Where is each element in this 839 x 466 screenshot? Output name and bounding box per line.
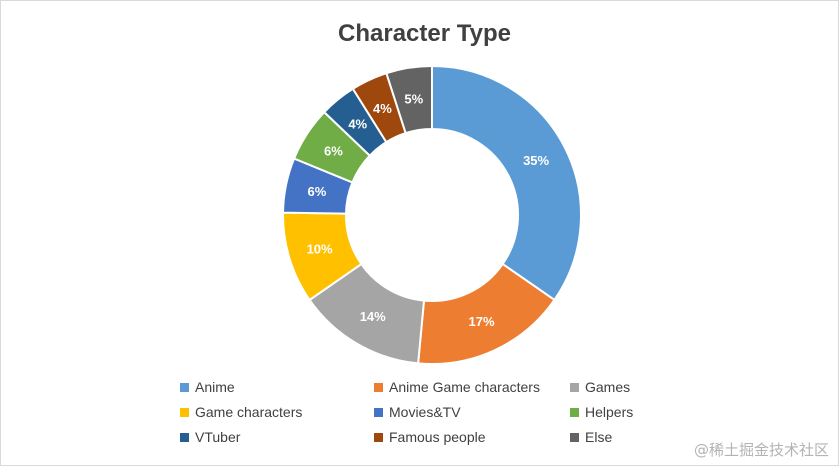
legend-item: VTuber <box>180 428 240 446</box>
legend-item: Movies&TV <box>374 403 461 421</box>
watermark: @稀土掘金技术社区 <box>693 441 829 459</box>
legend-swatch <box>374 432 383 442</box>
legend-item: Anime <box>180 378 235 396</box>
legend-swatch <box>374 407 383 417</box>
data-label: 6% <box>324 144 343 159</box>
slice-else <box>385 64 433 135</box>
data-label: 10% <box>307 242 333 257</box>
data-label: 14% <box>360 309 386 324</box>
legend-item: Famous people <box>374 428 486 446</box>
data-label: 5% <box>404 91 423 106</box>
legend-item: Else <box>570 428 612 446</box>
legend-label: Famous people <box>389 429 486 445</box>
data-label: 6% <box>307 184 326 199</box>
legend-label: Anime Game characters <box>389 379 540 395</box>
legend-item: Game characters <box>180 403 302 421</box>
legend-label: Movies&TV <box>389 404 461 420</box>
chart-title: Character Type <box>338 20 511 47</box>
data-label: 35% <box>523 153 549 168</box>
data-label: 17% <box>469 314 495 329</box>
legend-item: Helpers <box>570 403 633 421</box>
legend-label: Game characters <box>195 404 303 420</box>
slice-anime <box>431 64 582 302</box>
legend-swatch <box>570 382 579 392</box>
legend-swatch <box>180 407 189 417</box>
legend-item: Anime Game characters <box>374 378 540 396</box>
legend-label: Anime <box>195 379 235 395</box>
legend-label: VTuber <box>195 429 241 445</box>
data-label: 4% <box>348 116 367 131</box>
legend-item: Games <box>570 378 630 396</box>
legend-swatch <box>374 382 383 392</box>
legend-swatch <box>570 432 579 442</box>
legend-swatch <box>180 382 189 392</box>
data-label: 4% <box>373 101 392 116</box>
legend-label: Helpers <box>585 404 634 420</box>
legend-label: Else <box>585 429 613 445</box>
legend-swatch <box>570 407 579 417</box>
legend-label: Games <box>585 379 631 395</box>
legend-swatch <box>180 432 189 442</box>
